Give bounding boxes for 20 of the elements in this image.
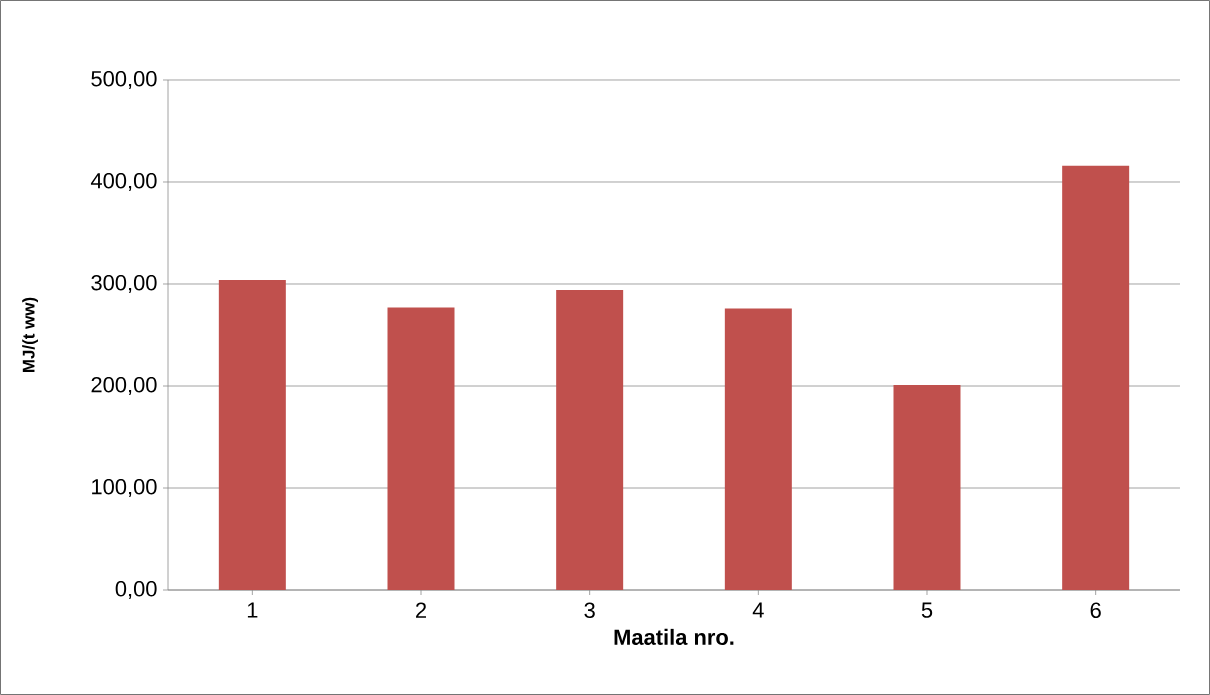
x-axis-title: Maatila nro. <box>614 628 734 645</box>
y-axis-title: MJ/(t ww) <box>22 297 38 372</box>
y-tick-label: 100,00 <box>92 478 157 498</box>
y-tick-label: 200,00 <box>91 376 157 396</box>
bar <box>218 279 286 590</box>
bar <box>893 384 961 590</box>
x-tick-label: 5 <box>921 602 933 618</box>
bar <box>724 308 792 590</box>
bar <box>556 290 624 590</box>
x-tick-label: 3 <box>584 602 595 619</box>
x-tick-label: 2 <box>416 602 426 618</box>
bar <box>387 307 455 590</box>
y-tick-label: 400,00 <box>90 172 157 192</box>
y-tick-label: 0,00 <box>115 580 157 600</box>
y-tick-label: 500,00 <box>91 70 157 90</box>
bar <box>1062 165 1130 590</box>
y-tick-label: 300,00 <box>91 274 157 294</box>
x-tick-label: 4 <box>752 602 764 618</box>
x-tick-label: 6 <box>1090 602 1101 619</box>
x-tick-label: 1 <box>247 602 258 618</box>
